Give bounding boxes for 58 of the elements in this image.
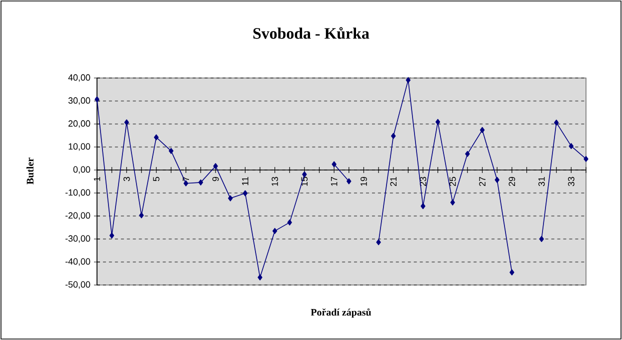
point: [420, 203, 426, 210]
x-axis-title: Pořadí zápasů: [310, 308, 372, 318]
y-tick-label: -20,00: [65, 212, 90, 220]
x-tick-label: 1: [94, 176, 100, 181]
x-tick-label: 25: [449, 176, 456, 186]
point: [554, 120, 559, 126]
x-tick-label: 9: [212, 176, 219, 182]
x-tick-label: 29: [508, 176, 516, 186]
point: [568, 143, 574, 150]
x-tick-label: 15: [301, 176, 308, 186]
point: [391, 132, 396, 139]
y-tick-label: -40,00: [65, 258, 90, 266]
y-tick-label: -50,00: [65, 281, 90, 289]
y-tick-label: -30,00: [65, 235, 90, 243]
x-tick-label: 3: [123, 176, 130, 182]
x-tick-label: 27: [479, 176, 486, 186]
point: [124, 119, 129, 126]
y-tick-label: 30,00: [68, 97, 90, 105]
point: [450, 199, 455, 206]
y-tick-label: 0,00: [73, 166, 90, 174]
point: [198, 179, 204, 186]
x-tick-label: 11: [242, 176, 248, 186]
point: [332, 161, 336, 168]
y-tick-label: 40,00: [68, 74, 90, 82]
point: [109, 232, 114, 239]
y-axis-title: Butler: [26, 158, 34, 184]
y-tick-label: -10,00: [65, 189, 90, 197]
point: [228, 195, 233, 202]
point: [435, 118, 440, 125]
point: [494, 176, 500, 183]
chart-title: Svoboda - Kůrka: [253, 27, 370, 39]
y-tick-label: 10,00: [68, 143, 90, 151]
x-tick-label: 21: [390, 176, 396, 186]
point: [168, 148, 174, 154]
point: [480, 126, 485, 133]
point: [510, 269, 514, 276]
point: [465, 150, 470, 157]
point: [94, 96, 100, 102]
point: [242, 190, 248, 196]
x-tick-label: 33: [568, 176, 574, 186]
y-tick-label: 20,00: [68, 120, 90, 128]
x-tick-label: 23: [420, 176, 426, 186]
x-tick-label: 19: [360, 176, 367, 186]
x-tick-label: 13: [272, 176, 278, 186]
x-tick-label: 5: [153, 176, 160, 182]
x-tick-label: 31: [538, 176, 545, 186]
point: [539, 236, 544, 242]
point: [154, 134, 159, 140]
x-tick-label: 17: [331, 176, 338, 186]
point: [213, 163, 218, 170]
point: [139, 212, 144, 218]
point: [406, 77, 411, 84]
point: [287, 219, 292, 226]
point: [346, 178, 352, 184]
point: [376, 239, 381, 246]
point: [272, 228, 278, 234]
point: [584, 156, 588, 162]
point: [258, 274, 262, 280]
